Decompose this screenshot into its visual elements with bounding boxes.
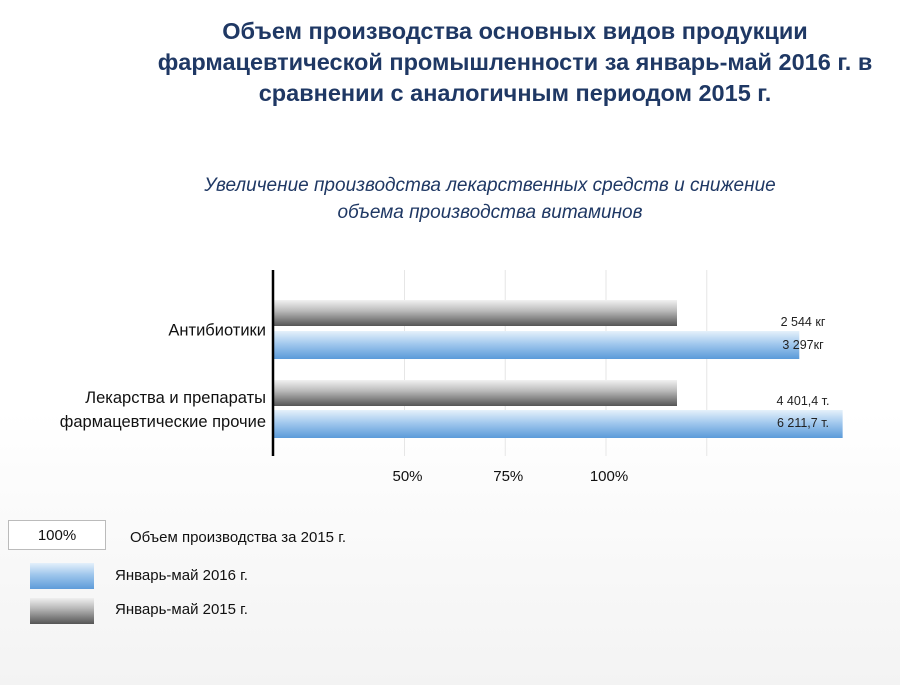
legend-label-2015: Январь-май 2015 г. <box>115 601 248 618</box>
legend-swatch-2016 <box>30 563 94 589</box>
bar-2015 <box>274 300 677 326</box>
bar-2016 <box>274 331 800 359</box>
category-label: фармацевтические прочие <box>60 413 266 431</box>
legend-100-box: 100% <box>8 520 106 550</box>
data-label-2015: 2 544 кг <box>781 315 826 329</box>
chart-subtitle: Увеличение производства лекарственных ср… <box>204 175 776 223</box>
data-label-2016: 6 211,7 т. <box>777 416 829 430</box>
x-tick-label: 75% <box>493 468 523 485</box>
category-label: Антибиотики <box>168 322 266 340</box>
legend-100-text: Объем производства за 2015 г. <box>130 529 346 546</box>
data-label-2016: 3 297кг <box>782 338 824 352</box>
legend-swatch-2015 <box>30 598 94 624</box>
x-tick-label: 100% <box>590 468 628 485</box>
bar-2016 <box>274 410 843 438</box>
x-tick-label: 50% <box>392 468 422 485</box>
data-label-2015: 4 401,4 т. <box>777 394 830 408</box>
bar-2015 <box>274 380 677 406</box>
page-title: Объем производства основных видов продук… <box>157 18 873 106</box>
bar-chart: 50% 75% 100% 2 544 кг 3 297кг Антибиотики 4 40… <box>60 270 843 485</box>
category-label: Лекарства и препараты <box>85 389 266 407</box>
legend-label-2016: Январь-май 2016 г. <box>115 567 248 584</box>
